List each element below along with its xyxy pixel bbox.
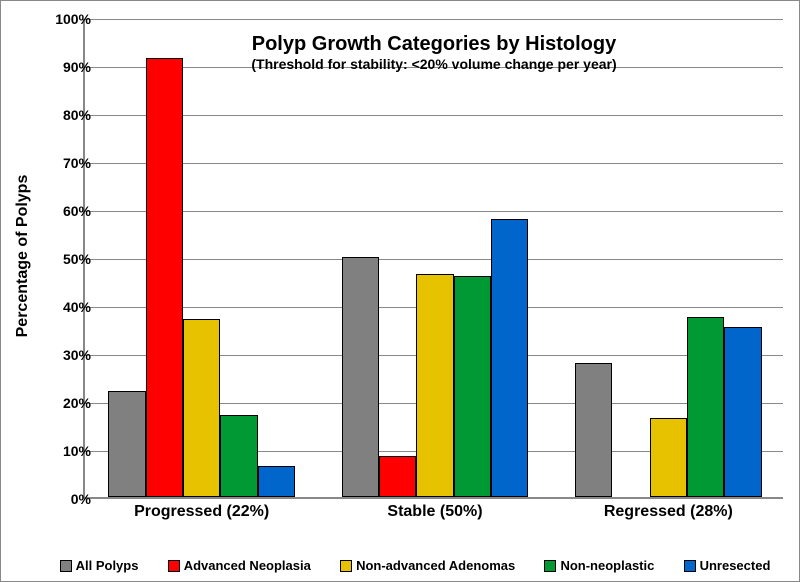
legend-swatch	[340, 560, 352, 572]
legend: All Polyps Advanced Neoplasia Non-advanced…	[45, 558, 785, 573]
ytick-label: 30%	[41, 347, 91, 363]
bar	[724, 327, 761, 497]
legend-label: Non-neoplastic	[560, 558, 654, 573]
bar	[183, 319, 220, 497]
ytick-label: 80%	[41, 107, 91, 123]
bar	[220, 415, 257, 497]
legend-label: Advanced Neoplasia	[184, 558, 311, 573]
bar	[146, 58, 183, 497]
legend-item: Advanced Neoplasia	[168, 558, 311, 573]
ytick-label: 90%	[41, 59, 91, 75]
legend-label: Non-advanced Adenomas	[356, 558, 515, 573]
ytick-label: 70%	[41, 155, 91, 171]
xtick-label: Progressed (22%)	[108, 503, 295, 521]
bar	[108, 391, 145, 497]
bar-group: Stable (50%)	[342, 19, 529, 497]
ytick-label: 10%	[41, 443, 91, 459]
ytick-label: 20%	[41, 395, 91, 411]
bar	[342, 257, 379, 497]
plot-area: Polyp Growth Categories by Histology (Th…	[83, 19, 783, 499]
bar	[379, 456, 416, 497]
bar-group: Regressed (28%)	[575, 19, 762, 497]
legend-swatch	[168, 560, 180, 572]
bar-group: Progressed (22%)	[108, 19, 295, 497]
title-block: Polyp Growth Categories by Histology (Th…	[85, 25, 783, 72]
legend-swatch	[684, 560, 696, 572]
ytick-label: 40%	[41, 299, 91, 315]
bar	[416, 274, 453, 497]
chart-title: Polyp Growth Categories by Histology	[85, 33, 783, 56]
legend-swatch	[544, 560, 556, 572]
xtick-label: Regressed (28%)	[575, 503, 762, 521]
legend-item: Non-advanced Adenomas	[340, 558, 515, 573]
chart-subtitle: (Threshold for stability: <20% volume ch…	[85, 56, 783, 72]
bar	[491, 219, 528, 497]
legend-item: Non-neoplastic	[544, 558, 654, 573]
ytick-label: 50%	[41, 251, 91, 267]
y-axis-label: Percentage of Polyps	[14, 175, 32, 338]
bar	[258, 466, 295, 497]
ytick-label: 60%	[41, 203, 91, 219]
bar	[454, 276, 491, 497]
legend-label: Unresected	[700, 558, 771, 573]
legend-item: All Polyps	[60, 558, 139, 573]
legend-item: Unresected	[684, 558, 771, 573]
bar	[575, 363, 612, 497]
ytick-label: 0%	[41, 491, 91, 507]
legend-swatch	[60, 560, 72, 572]
legend-label: All Polyps	[76, 558, 139, 573]
xtick-label: Stable (50%)	[342, 503, 529, 521]
ytick-label: 100%	[41, 11, 91, 27]
chart-container: Percentage of Polyps Polyp Growth Catego…	[0, 0, 800, 582]
bar	[650, 418, 687, 497]
bar	[687, 317, 724, 497]
